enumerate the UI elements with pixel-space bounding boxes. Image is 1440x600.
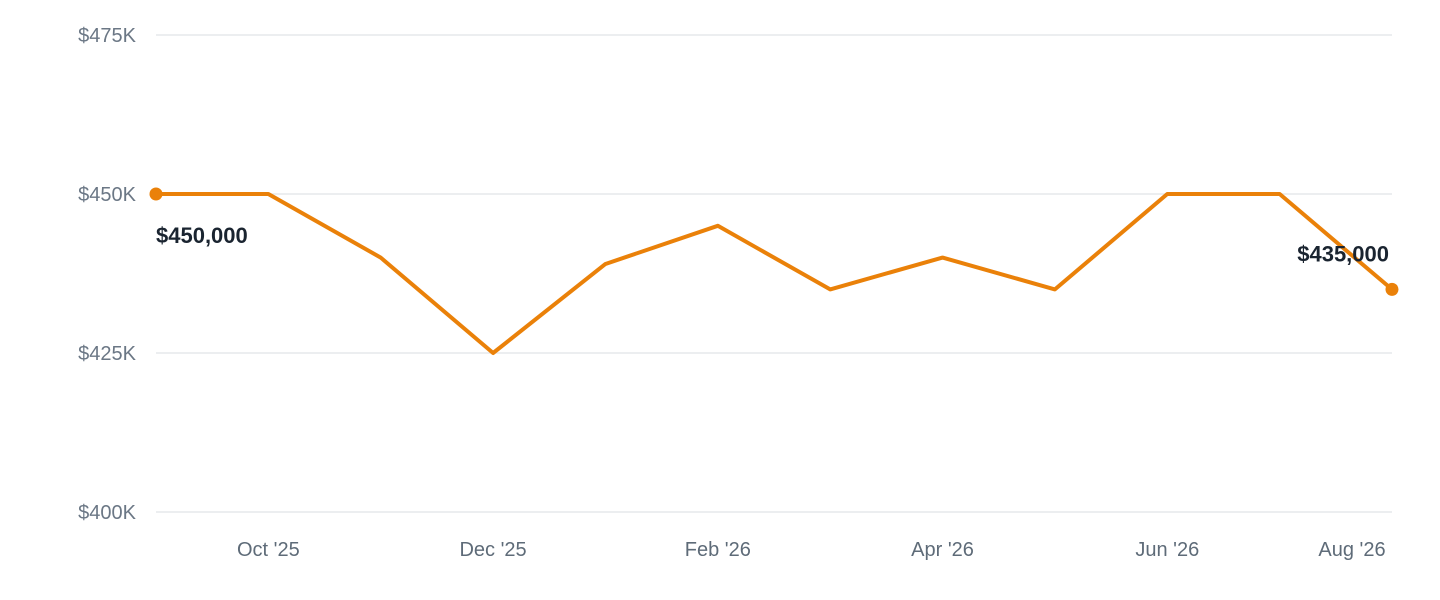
x-tick-label: Dec '25 bbox=[459, 539, 526, 561]
data-label: $450,000 bbox=[156, 223, 248, 248]
data-label: $435,000 bbox=[1297, 241, 1389, 266]
y-tick-label: $425K bbox=[78, 343, 136, 365]
y-tick-label: $475K bbox=[78, 25, 136, 47]
x-tick-label: Feb '26 bbox=[685, 539, 751, 561]
x-tick-label: Jun '26 bbox=[1135, 539, 1199, 561]
x-tick-label: Apr '26 bbox=[911, 539, 974, 561]
data-label-layer: $450,000 $435,000 bbox=[156, 223, 1389, 266]
endpoint-marker bbox=[149, 187, 163, 201]
endpoint-marker bbox=[1385, 282, 1399, 296]
series-line bbox=[154, 192, 1394, 355]
grid-layer bbox=[156, 34, 1392, 513]
series-layer bbox=[149, 187, 1399, 355]
y-axis: $400K $425K $450K $475K bbox=[78, 25, 136, 524]
y-tick-label: $450K bbox=[78, 184, 136, 206]
x-tick-label: Oct '25 bbox=[237, 539, 300, 561]
x-axis: Oct '25 Dec '25 Feb '26 Apr '26 Jun '26 Aug '… bbox=[237, 539, 1386, 561]
x-tick-label: Aug '26 bbox=[1318, 539, 1385, 561]
y-tick-label: $400K bbox=[78, 502, 136, 524]
